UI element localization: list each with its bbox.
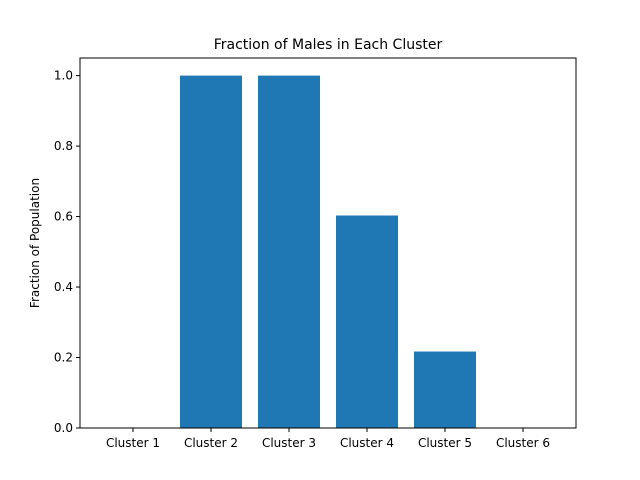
y-axis-label: Fraction of Population (28, 178, 42, 308)
x-tick-label: Cluster 2 (184, 436, 238, 450)
x-ticks-group: Cluster 1 Cluster 2 Cluster 3 Cluster 4 Clus… (106, 428, 550, 450)
bar-2 (180, 75, 242, 428)
bar-3 (258, 75, 320, 428)
x-tick-label: Cluster 4 (340, 436, 394, 450)
y-tick-label: 1.0 (54, 69, 73, 83)
y-tick-label: 0.4 (54, 280, 73, 294)
x-tick-label: Cluster 1 (106, 436, 160, 450)
y-tick-label: 0.0 (54, 421, 73, 435)
plot-frame (79, 57, 577, 429)
y-tick-label: 0.6 (54, 210, 73, 224)
y-ticks-group: 0.0 0.2 0.4 0.6 0.8 1.0 (54, 69, 80, 435)
chart-title: Fraction of Males in Each Cluster (214, 37, 443, 53)
bars-group (180, 75, 476, 428)
bar-4 (336, 215, 398, 428)
x-tick-label: Cluster 6 (496, 436, 550, 450)
y-tick-label: 0.8 (54, 139, 73, 153)
y-tick-label: 0.2 (54, 351, 73, 365)
bar-5 (414, 351, 476, 428)
x-tick-label: Cluster 5 (418, 436, 472, 450)
x-tick-label: Cluster 3 (262, 436, 316, 450)
